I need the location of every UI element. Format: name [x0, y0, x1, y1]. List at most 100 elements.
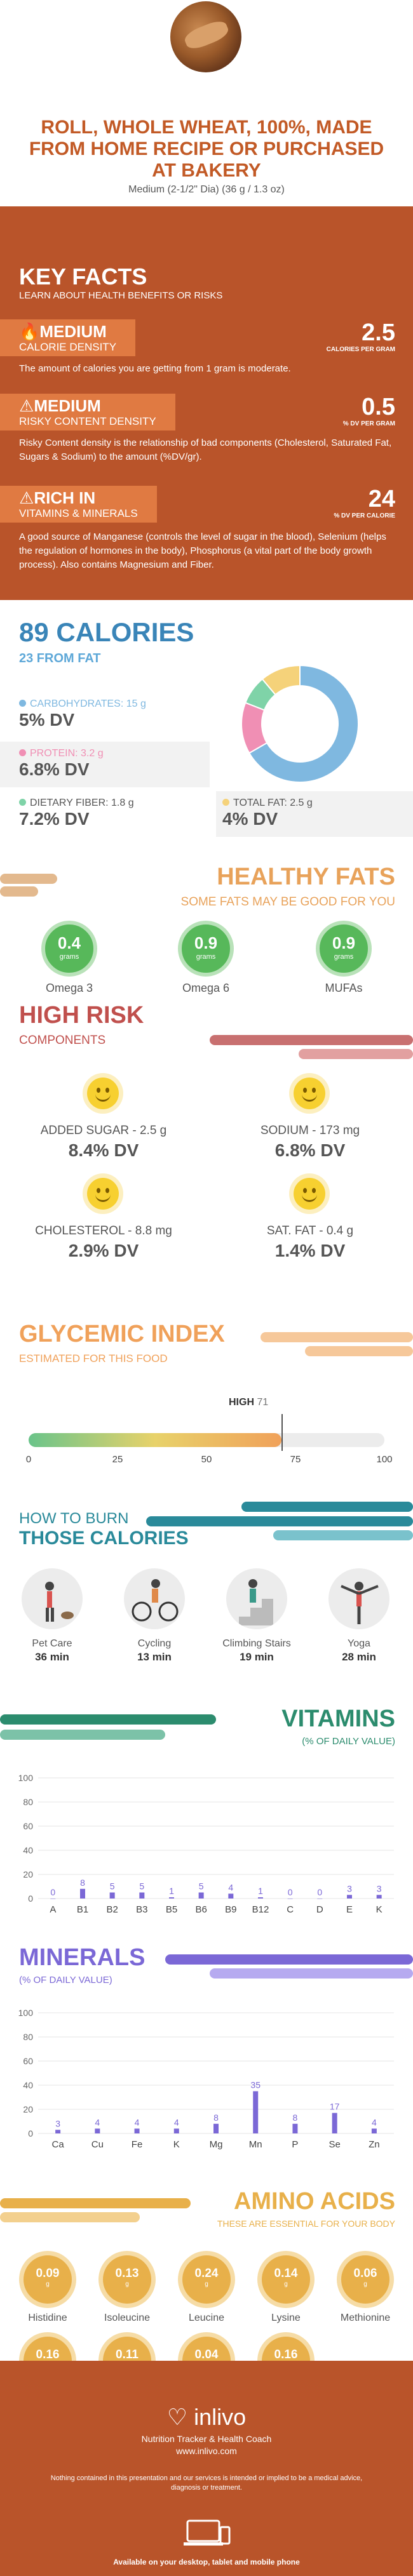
footer-availability: Available on your desktop, tablet and mo… — [113, 2558, 300, 2566]
y-tick-label: 20 — [23, 1869, 33, 1879]
high-risk-subtitle: COMPONENTS — [19, 1034, 106, 1047]
calories-fat-subtitle: 23 FROM FAT — [19, 651, 101, 665]
amino-value: 0.16 — [36, 2348, 60, 2361]
macro-label: TOTAL FAT: 2.5 g — [233, 797, 313, 808]
glycemic-title: GLYCEMIC INDEX — [19, 1321, 225, 1347]
risky-content-level: ⚠MEDIUM — [19, 396, 101, 415]
bar-value-label: 8 — [213, 2112, 219, 2123]
bar — [371, 2128, 377, 2133]
amino-label: Isoleucine — [104, 2312, 151, 2323]
amino-circle: 0.24 g — [182, 2255, 231, 2304]
bar-value-label: 4 — [372, 2117, 377, 2127]
amino-subtitle: THESE ARE ESSENTIAL FOR YOUR BODY — [217, 2219, 395, 2229]
fat-value: 0.9 — [194, 933, 218, 952]
x-tick-label: Ca — [52, 2139, 65, 2150]
fiber-dot-icon — [19, 799, 26, 806]
x-tick-label: Fe — [132, 2139, 143, 2150]
high-risk-stripe — [210, 1035, 413, 1045]
cycling-icon — [124, 1568, 185, 1629]
x-tick-label: K — [376, 1904, 383, 1915]
dog-walking-icon — [22, 1568, 83, 1629]
amino-value: 0.09 — [36, 2267, 60, 2280]
glycemic-tick-label: 50 — [201, 1454, 212, 1465]
amino-circle: 0.14 g — [262, 2255, 310, 2304]
macro-dv: 6.8% DV — [19, 759, 90, 779]
macro-label: CARBOHYDRATES: 15 g — [30, 698, 146, 709]
fat-row-bg — [216, 791, 413, 837]
bar-value-label: 8 — [293, 2112, 298, 2123]
minerals-stripe — [165, 1954, 413, 1965]
x-tick-label: Mn — [249, 2139, 262, 2150]
x-tick-label: B9 — [225, 1904, 236, 1915]
y-tick-label: 60 — [23, 2056, 33, 2066]
burn-label: Climbing Stairs — [222, 1638, 291, 1649]
x-tick-label: B1 — [77, 1904, 88, 1915]
macro-label: PROTEIN: 3.2 g — [30, 748, 104, 759]
glycemic-stripe — [305, 1346, 413, 1356]
high-risk-stripe — [299, 1049, 413, 1059]
glycemic-tick-label: 75 — [290, 1454, 301, 1465]
bar-value-label: 3 — [377, 1883, 382, 1893]
amino-unit: g — [46, 2281, 50, 2288]
macro-donut-chart — [241, 664, 359, 783]
bar-value-label: 1 — [169, 1886, 174, 1896]
bar — [376, 1895, 382, 1899]
amino-unit: g — [363, 2281, 367, 2288]
macro-label: DIETARY FIBER: 1.8 g — [30, 797, 134, 808]
risk-label: SAT. FAT - 0.4 g — [266, 1224, 354, 1238]
bar — [347, 1895, 352, 1899]
y-tick-label: 20 — [23, 2104, 33, 2114]
vitamins-stripe — [0, 1730, 165, 1740]
glycemic-marker — [281, 1414, 283, 1451]
yoga-icon — [328, 1568, 389, 1629]
risky-content-unit: % DV PER GRAM — [342, 420, 395, 427]
vitamins-subtitle: (% OF DAILY VALUE) — [302, 1736, 395, 1747]
amino-label: Histidine — [28, 2312, 67, 2323]
bar — [139, 1892, 145, 1899]
bar-value-label: 5 — [110, 1881, 115, 1892]
food-title-line: FROM HOME RECIPE OR PURCHASED — [29, 138, 384, 159]
burn-stripe — [273, 1530, 413, 1540]
y-tick-label: 40 — [23, 1845, 33, 1855]
macro-fiber: DIETARY FIBER: 1.8 g 7.2% DV — [19, 797, 134, 829]
bar — [173, 2128, 179, 2133]
amino-circle: 0.06 g — [341, 2255, 389, 2304]
high-risk-title: HIGH RISK — [19, 1002, 144, 1029]
bar — [80, 1888, 85, 1899]
mufas-label: MUFAs — [325, 982, 363, 994]
bar — [292, 2123, 298, 2133]
flame-icon: 🔥 — [19, 322, 40, 341]
y-tick-label: 100 — [18, 2008, 34, 2018]
risky-content-name: RISKY CONTENT DENSITY — [19, 415, 156, 427]
risk-dv: 2.9% DV — [68, 1241, 139, 1260]
calorie-density-unit: CALORIES PER GRAM — [326, 346, 395, 353]
burn-value: 28 min — [342, 1651, 376, 1663]
risky-content-description: Risky Content density is the relationshi… — [19, 437, 392, 462]
vitamins-minerals-unit: % DV PER CALORIE — [334, 512, 395, 519]
bar — [213, 2123, 219, 2133]
food-title-line: ROLL, WHOLE WHEAT, 100%, MADE — [41, 117, 372, 138]
risky-content-tag: ⚠MEDIUM RISKY CONTENT DENSITY — [0, 394, 175, 430]
amino-circle: 0.13 g — [103, 2255, 151, 2304]
minerals-stripe — [210, 1968, 413, 1979]
risk-label: CHOLESTEROL - 8.8 mg — [35, 1224, 172, 1238]
omega6-label: Omega 6 — [182, 982, 230, 994]
risk-dv: 1.4% DV — [274, 1241, 346, 1260]
bar — [228, 1893, 234, 1899]
amino-stripe — [0, 2198, 191, 2208]
key-facts-title: KEY FACTS — [19, 264, 147, 290]
glycemic-stripe — [261, 1332, 413, 1342]
amino-label: Lysine — [271, 2312, 301, 2323]
bar-value-label: 1 — [258, 1886, 263, 1896]
footer-url[interactable]: www.inlivo.com — [176, 2446, 237, 2456]
x-tick-label: D — [316, 1904, 323, 1915]
amino-title: AMINO ACIDS — [233, 2188, 395, 2215]
bar-value-label: 0 — [50, 1887, 55, 1897]
footer-tagline: Nutrition Tracker & Health Coach — [141, 2434, 272, 2444]
warning-icon: ⚠ — [19, 488, 34, 507]
amino-label: Leucine — [188, 2312, 225, 2323]
warning-icon: ⚠ — [19, 396, 34, 415]
smiley-icon — [87, 1078, 119, 1109]
x-tick-label: Zn — [369, 2139, 380, 2150]
